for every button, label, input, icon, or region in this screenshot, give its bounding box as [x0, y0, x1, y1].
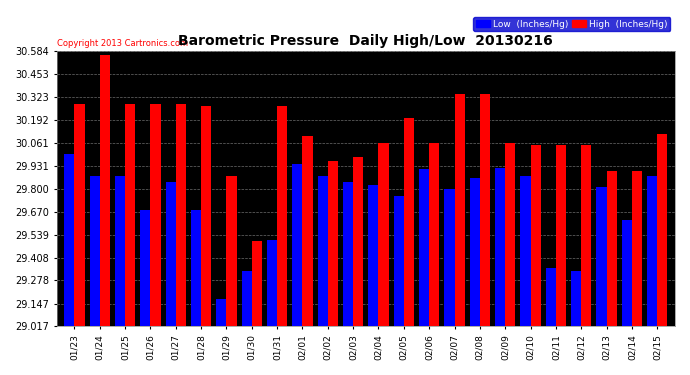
Bar — [480, 94, 490, 326]
Bar — [581, 145, 591, 326]
Bar — [226, 176, 237, 326]
Bar — [353, 157, 364, 326]
Bar — [444, 189, 455, 326]
Bar — [632, 171, 642, 326]
Bar — [505, 143, 515, 326]
Bar — [658, 134, 667, 326]
Bar — [150, 104, 161, 326]
Bar — [429, 143, 440, 326]
Bar — [546, 268, 556, 326]
Bar — [455, 94, 464, 326]
Bar — [419, 170, 429, 326]
Bar — [267, 240, 277, 326]
Bar — [90, 176, 100, 326]
Bar — [302, 136, 313, 326]
Bar — [556, 145, 566, 326]
Bar — [176, 104, 186, 326]
Bar — [100, 55, 110, 326]
Bar — [647, 176, 658, 326]
Bar — [571, 272, 581, 326]
Bar — [241, 272, 252, 326]
Bar — [166, 182, 176, 326]
Bar — [607, 171, 617, 326]
Bar — [64, 154, 75, 326]
Bar — [191, 210, 201, 326]
Bar — [368, 185, 379, 326]
Text: Copyright 2013 Cartronics.com: Copyright 2013 Cartronics.com — [57, 39, 188, 48]
Bar — [75, 104, 84, 326]
Bar — [140, 210, 150, 326]
Bar — [317, 176, 328, 326]
Bar — [201, 106, 211, 326]
Title: Barometric Pressure  Daily High/Low  20130216: Barometric Pressure Daily High/Low 20130… — [179, 34, 553, 48]
Legend: Low  (Inches/Hg), High  (Inches/Hg): Low (Inches/Hg), High (Inches/Hg) — [473, 17, 671, 31]
Bar — [404, 118, 414, 326]
Bar — [379, 143, 388, 326]
Bar — [293, 164, 302, 326]
Bar — [622, 220, 632, 326]
Bar — [343, 182, 353, 326]
Bar — [531, 145, 541, 326]
Bar — [328, 160, 338, 326]
Bar — [277, 106, 287, 326]
Bar — [495, 168, 505, 326]
Bar — [125, 104, 135, 326]
Bar — [394, 196, 404, 326]
Bar — [596, 187, 607, 326]
Bar — [115, 176, 125, 326]
Bar — [252, 242, 262, 326]
Bar — [216, 300, 226, 326]
Bar — [520, 176, 531, 326]
Bar — [470, 178, 480, 326]
